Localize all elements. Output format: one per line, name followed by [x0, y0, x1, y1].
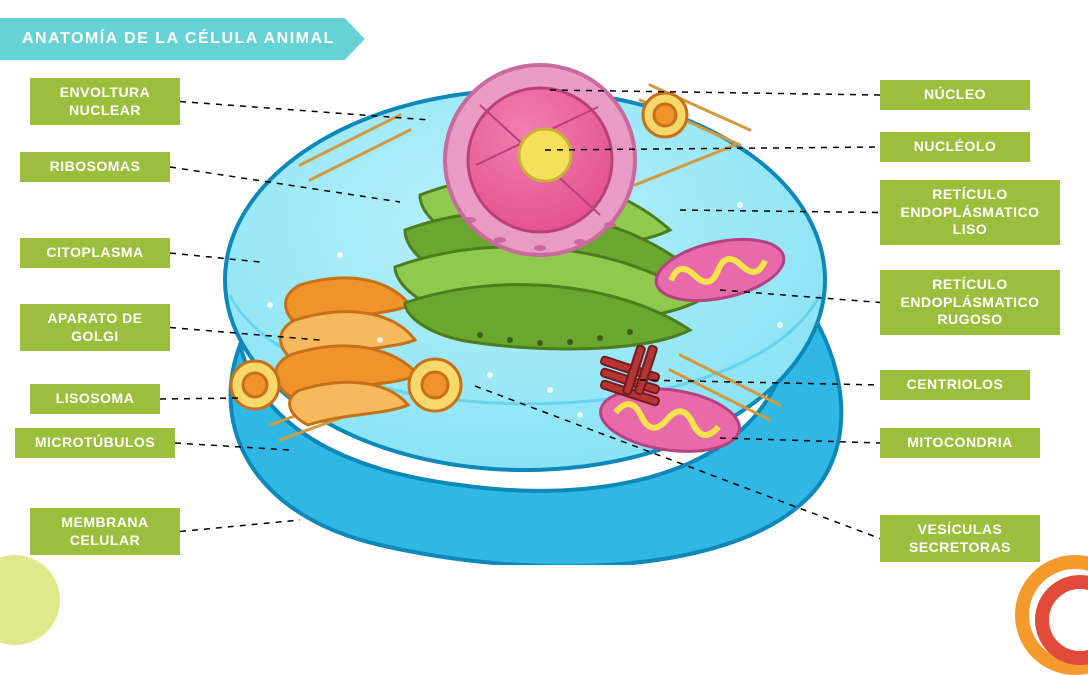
label-mitocondria: MITOCONDRIA [880, 428, 1040, 458]
label-vesiculas: VESÍCULAS SECRETORAS [880, 515, 1040, 562]
nucleolus [519, 129, 571, 181]
label-ribosomas: RIBOSOMAS [20, 152, 170, 182]
label-envoltura-nuclear: ENVOLTURA NUCLEAR [30, 78, 180, 125]
label-lisosoma: LISOSOMA [30, 384, 160, 414]
label-reticulo-liso: RETÍCULO ENDOPLÁSMATICO LISO [880, 180, 1060, 245]
label-membrana-celular: MEMBRANA CELULAR [30, 508, 180, 555]
label-nucleo: NÚCLEO [880, 80, 1030, 110]
label-reticulo-rugoso: RETÍCULO ENDOPLÁSMATICO RUGOSO [880, 270, 1060, 335]
label-microtubulos: MICROTÚBULOS [15, 428, 175, 458]
cell-diagram [180, 45, 860, 565]
label-aparato-golgi: APARATO DE GOLGI [20, 304, 170, 351]
decoration-bottom-left [0, 555, 60, 645]
label-nucleolo: NUCLÉOLO [880, 132, 1030, 162]
nucleus [445, 65, 635, 255]
label-centriolos: CENTRIOLOS [880, 370, 1030, 400]
label-citoplasma: CITOPLASMA [20, 238, 170, 268]
